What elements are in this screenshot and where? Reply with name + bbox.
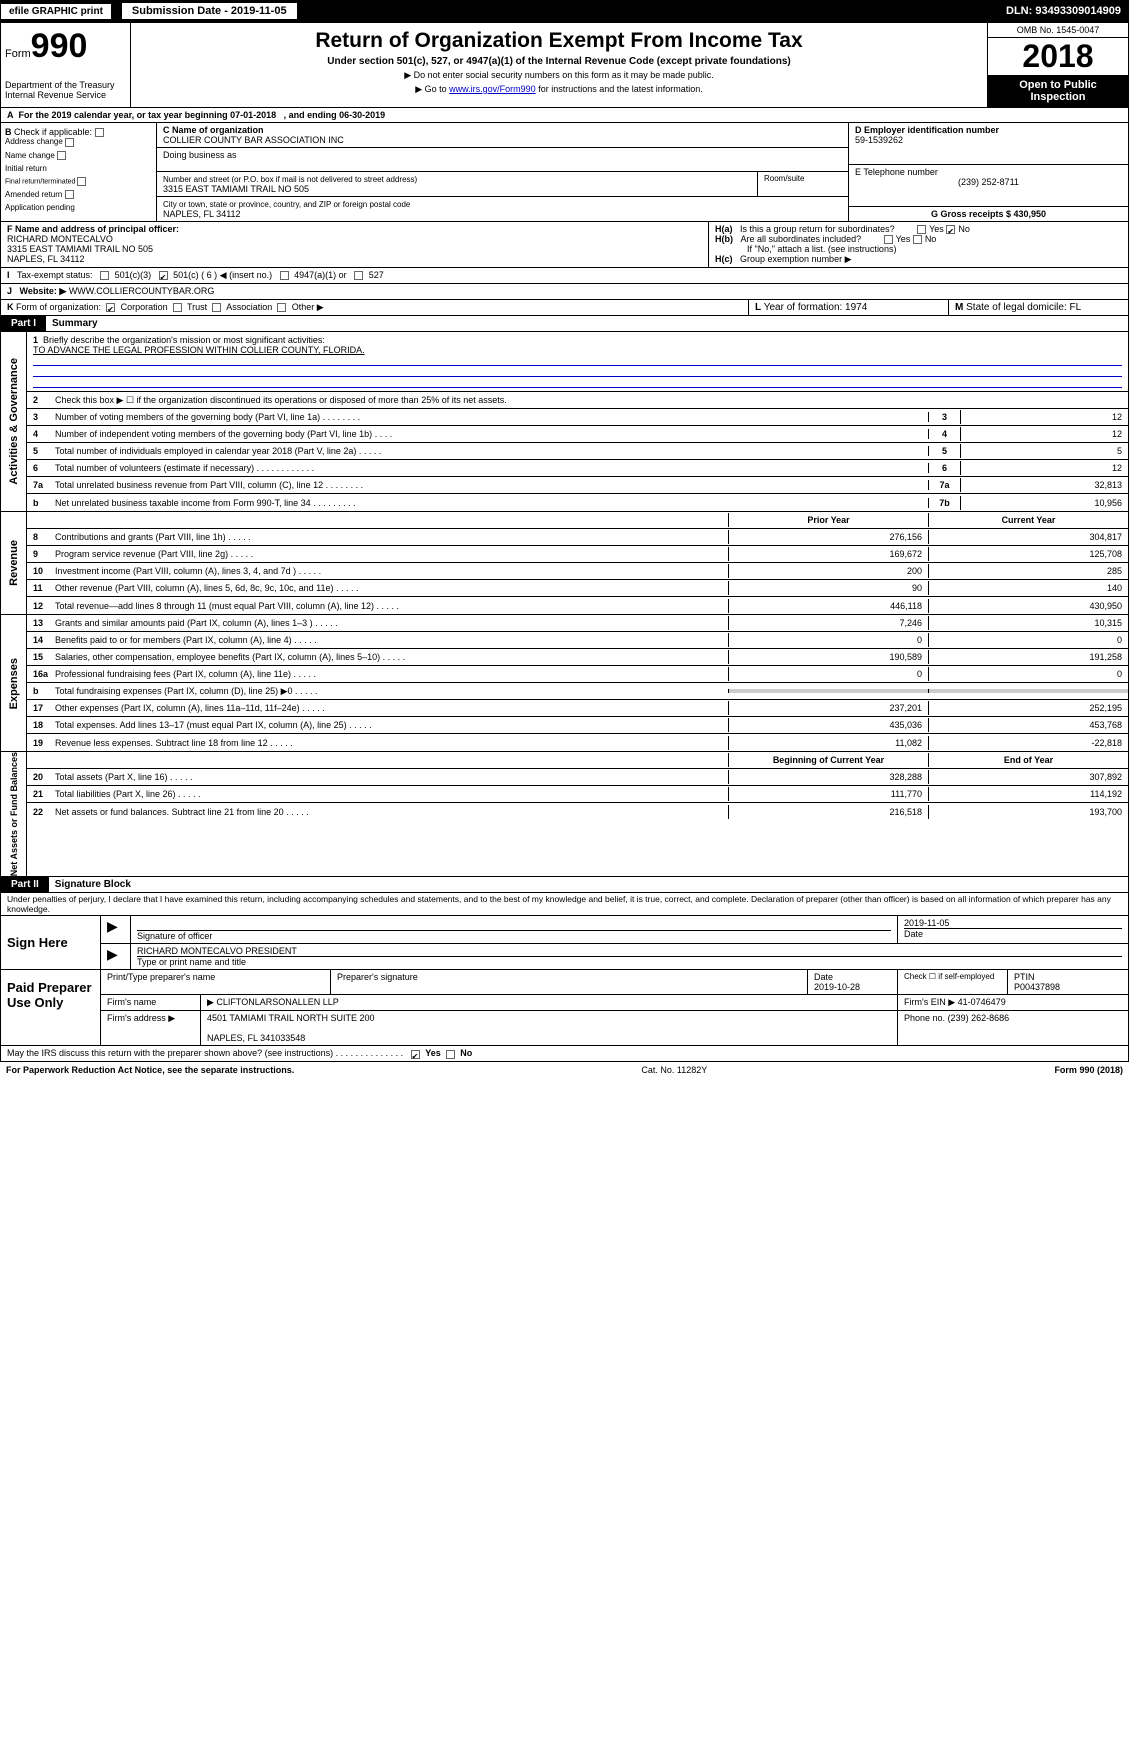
line-item: 19Revenue less expenses. Subtract line 1… (27, 734, 1128, 751)
check-final: Final return/terminated (5, 177, 152, 186)
line-item: 13Grants and similar amounts paid (Part … (27, 615, 1128, 632)
website-row: J Website: ▶ WWW.COLLIERCOUNTYBAR.ORG (0, 284, 1129, 300)
line-item: 16aProfessional fundraising fees (Part I… (27, 666, 1128, 683)
sub-title: Under section 501(c), 527, or 4947(a)(1)… (141, 56, 977, 67)
line-item: bTotal fundraising expenses (Part IX, co… (27, 683, 1128, 700)
website-url: WWW.COLLIERCOUNTYBAR.ORG (69, 286, 215, 296)
header-bar: efile GRAPHIC print Submission Date - 20… (0, 0, 1129, 22)
line-item: 12Total revenue—add lines 8 through 11 (… (27, 597, 1128, 614)
org-name: COLLIER COUNTY BAR ASSOCIATION INC (163, 135, 344, 145)
line-item: 10Investment income (Part VIII, column (… (27, 563, 1128, 580)
tax-year: 2018 (988, 38, 1128, 75)
sign-arrow-2-icon: ▶ (107, 946, 118, 962)
line-item: 11Other revenue (Part VIII, column (A), … (27, 580, 1128, 597)
group-return-no (946, 225, 955, 234)
sign-date: 2019-11-05 (904, 918, 949, 928)
officer-name: RICHARD MONTECALVO (7, 234, 113, 244)
line-item: 18Total expenses. Add lines 13–17 (must … (27, 717, 1128, 734)
line-item: 22Net assets or fund balances. Subtract … (27, 803, 1128, 820)
ptin: P00437898 (1014, 982, 1060, 992)
form-org-row: K Form of organization: Corporation Trus… (0, 300, 1129, 316)
firm-name: ▶ CLIFTONLARSONALLEN LLP (201, 995, 898, 1010)
officer-signed: RICHARD MONTECALVO PRESIDENT (137, 946, 297, 956)
omb-number: OMB No. 1545-0047 (988, 23, 1128, 38)
line-item: 14Benefits paid to or for members (Part … (27, 632, 1128, 649)
open-public-badge: Open to Public Inspection (988, 75, 1128, 107)
sign-here-section: Sign Here ▶ Signature of officer 2019-11… (0, 916, 1129, 970)
check-pending: Application pending (5, 203, 152, 212)
telephone: (239) 252-8711 (855, 177, 1122, 187)
line-item: 9Program service revenue (Part VIII, lin… (27, 546, 1128, 563)
footer-row: For Paperwork Reduction Act Notice, see … (0, 1062, 1129, 1078)
room-suite: Room/suite (758, 172, 848, 196)
submission-date: Submission Date - 2019-11-05 (122, 3, 297, 19)
line-item: 17Other expenses (Part IX, column (A), l… (27, 700, 1128, 717)
row-a: A For the 2019 calendar year, or tax yea… (0, 108, 1129, 123)
title-block: Form990 Department of the Treasury Inter… (0, 22, 1129, 108)
ein: 59-1539262 (855, 135, 1122, 145)
line-item: 15Salaries, other compensation, employee… (27, 649, 1128, 666)
check-amended: Amended return (5, 190, 152, 199)
form-word: Form (5, 48, 31, 60)
gross-receipts: G Gross receipts $ 430,950 (931, 209, 1046, 219)
firm-phone: (239) 262-8686 (948, 1013, 1010, 1023)
form-number: 990 (31, 27, 88, 65)
part-i-bar: Part ISummary (0, 316, 1129, 332)
revenue-section: Revenue Prior YearCurrent Year 8Contribu… (0, 512, 1129, 615)
efile-badge: efile GRAPHIC print (0, 3, 112, 20)
check-name: Name change (5, 151, 152, 160)
netassets-section: Net Assets or Fund Balances Beginning of… (0, 752, 1129, 877)
tax-status-row: I Tax-exempt status: 501(c)(3) 501(c) ( … (0, 268, 1129, 284)
line-item: 20Total assets (Part X, line 16) . . . .… (27, 769, 1128, 786)
street-address: 3315 EAST TAMIAMI TRAIL NO 505 (163, 184, 309, 194)
discuss-row: May the IRS discuss this return with the… (0, 1046, 1129, 1061)
domicile: State of legal domicile: FL (966, 302, 1081, 313)
check-initial: Initial return (5, 164, 152, 173)
firm-ein: 41-0746479 (958, 997, 1006, 1007)
paid-preparer-section: Paid Preparer Use Only Print/Type prepar… (0, 970, 1129, 1046)
mission-text: TO ADVANCE THE LEGAL PROFESSION WITHIN C… (33, 345, 365, 355)
dba-label: Doing business as (163, 150, 237, 160)
corp-checked (106, 303, 115, 312)
check-address: Address change (5, 137, 152, 146)
irs-link[interactable]: www.irs.gov/Form990 (449, 84, 536, 94)
instruction-2: ▶ Go to www.irs.gov/Form990 for instruct… (141, 84, 977, 95)
instruction-1: ▶ Do not enter social security numbers o… (141, 70, 977, 81)
expenses-section: Expenses 13Grants and similar amounts pa… (0, 615, 1129, 752)
penalty-text: Under penalties of perjury, I declare th… (0, 893, 1129, 916)
city-state-zip: NAPLES, FL 34112 (163, 209, 241, 219)
dept-irs: Internal Revenue Service (5, 90, 126, 100)
501c-checked (159, 271, 168, 280)
line-item: 21Total liabilities (Part X, line 26) . … (27, 786, 1128, 803)
part-ii-bar: Part IISignature Block (0, 877, 1129, 893)
section-f-h: F Name and address of principal officer:… (0, 222, 1129, 268)
governance-section: Activities & Governance 1 Briefly descri… (0, 332, 1129, 512)
prep-date: 2019-10-28 (814, 982, 860, 992)
sign-arrow-icon: ▶ (107, 918, 118, 934)
section-b-block: B Check if applicable: Address change Na… (0, 123, 1129, 222)
line-item: 8Contributions and grants (Part VIII, li… (27, 529, 1128, 546)
dln: DLN: 93493309014909 (1006, 5, 1129, 17)
main-title: Return of Organization Exempt From Incom… (141, 29, 977, 53)
discuss-yes-checked (411, 1050, 420, 1059)
year-formation: Year of formation: 1974 (764, 302, 868, 313)
dept-treasury: Department of the Treasury (5, 80, 126, 90)
